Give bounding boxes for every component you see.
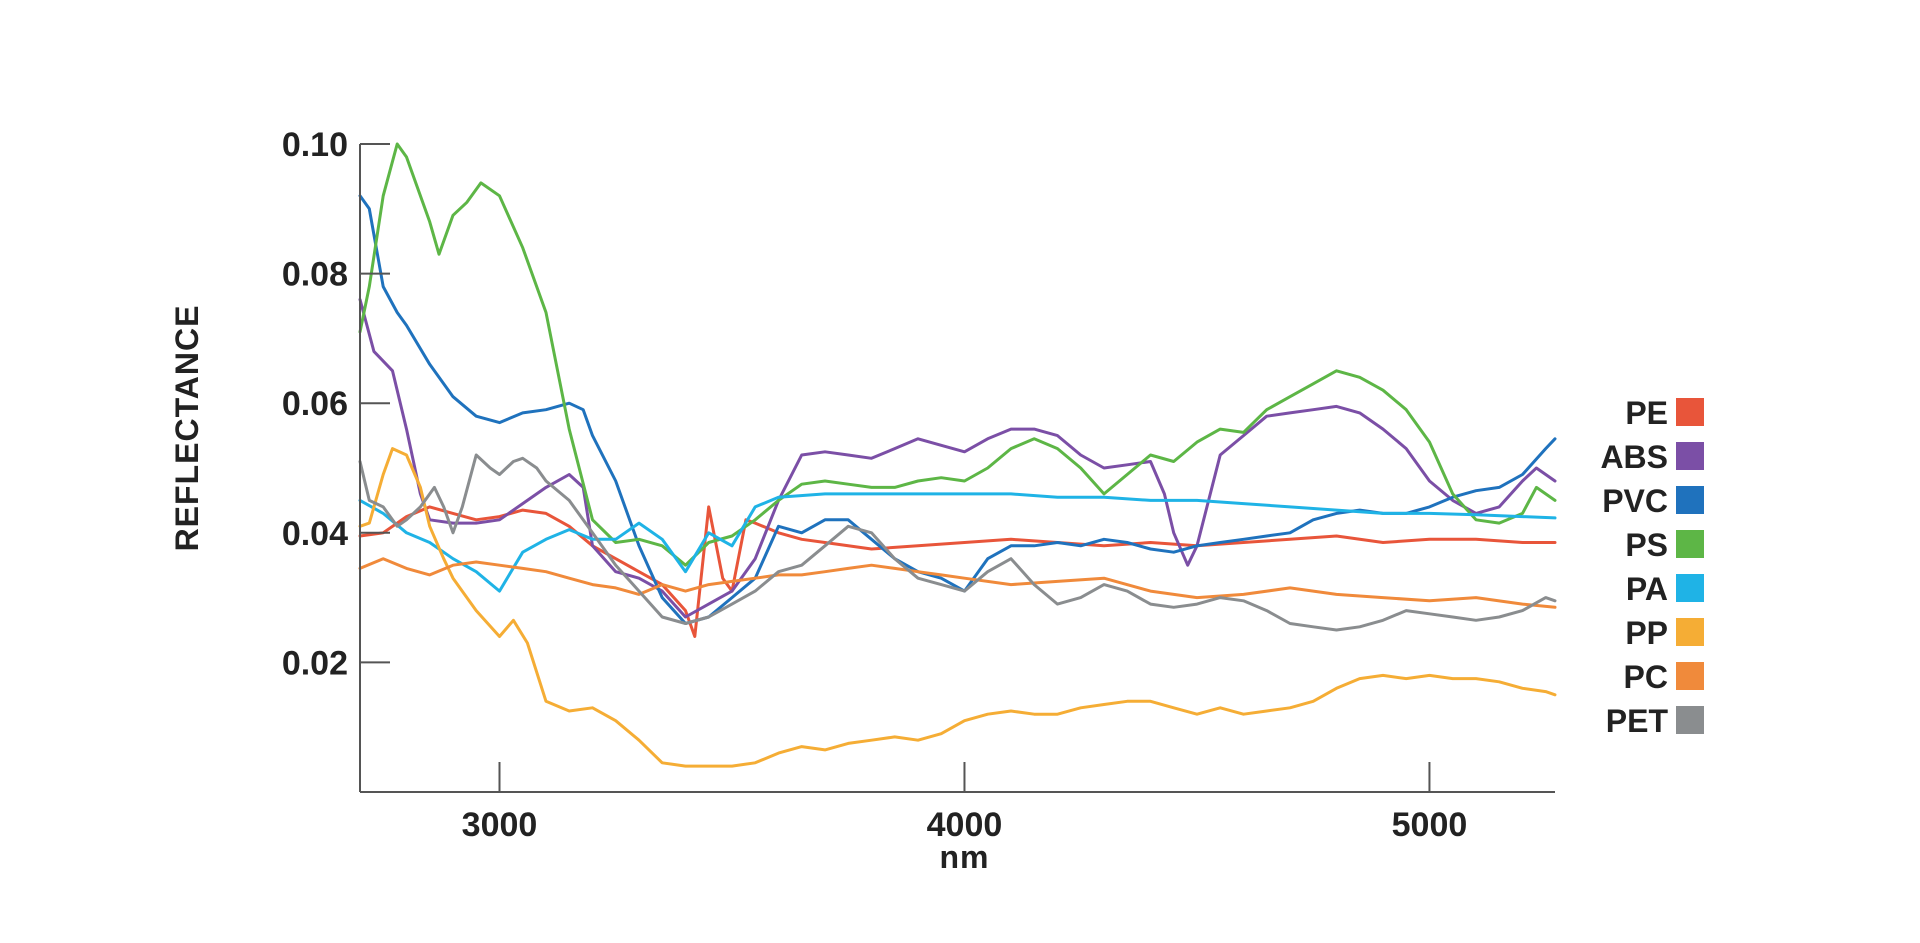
legend-swatch-pe bbox=[1676, 398, 1704, 426]
x-ticks: 3000 4000 5000 bbox=[462, 762, 1468, 844]
legend-swatch-pp bbox=[1676, 618, 1704, 646]
legend-label-pe: PE bbox=[1625, 395, 1668, 431]
legend-swatch-pet bbox=[1676, 706, 1704, 734]
axes bbox=[359, 144, 1555, 793]
series-line-pp bbox=[358, 447, 1557, 768]
x-tick-label: 3000 bbox=[462, 806, 538, 844]
legend-label-pc: PC bbox=[1624, 659, 1668, 695]
y-tick-label: 0.04 bbox=[282, 515, 348, 553]
x-axis-title: nm bbox=[939, 839, 989, 875]
legend-label-abs: ABS bbox=[1600, 439, 1668, 475]
series-line-pc bbox=[358, 557, 1557, 609]
series-line-abs bbox=[358, 298, 1557, 619]
y-axis-title: REFLECTANCE bbox=[169, 305, 205, 552]
series-line-pvc bbox=[358, 194, 1557, 625]
legend: PE ABS PVC PS PA PP PC PET bbox=[1600, 395, 1704, 739]
legend-swatch-abs bbox=[1676, 442, 1704, 470]
legend-swatch-pvc bbox=[1676, 486, 1704, 514]
series-line-pet bbox=[358, 453, 1557, 632]
x-tick-label: 5000 bbox=[1392, 806, 1468, 844]
y-tick-label: 0.08 bbox=[282, 256, 348, 294]
legend-label-pvc: PVC bbox=[1602, 483, 1668, 519]
series-line-pa bbox=[358, 492, 1557, 593]
legend-label-pet: PET bbox=[1606, 703, 1669, 739]
y-tick-label: 0.02 bbox=[282, 644, 348, 682]
legend-label-ps: PS bbox=[1625, 527, 1668, 563]
y-tick-label: 0.06 bbox=[282, 385, 348, 423]
legend-label-pp: PP bbox=[1625, 615, 1668, 651]
y-tick-label: 0.10 bbox=[282, 126, 348, 164]
legend-label-pa: PA bbox=[1626, 571, 1668, 607]
legend-swatch-ps bbox=[1676, 530, 1704, 558]
x-tick-label: 4000 bbox=[927, 806, 1003, 844]
legend-swatch-pa bbox=[1676, 574, 1704, 602]
legend-swatch-pc bbox=[1676, 662, 1704, 690]
y-ticks: 0.02 0.04 0.06 0.08 0.10 bbox=[282, 126, 390, 682]
plot-area bbox=[358, 142, 1557, 768]
series-line-ps bbox=[358, 142, 1557, 567]
